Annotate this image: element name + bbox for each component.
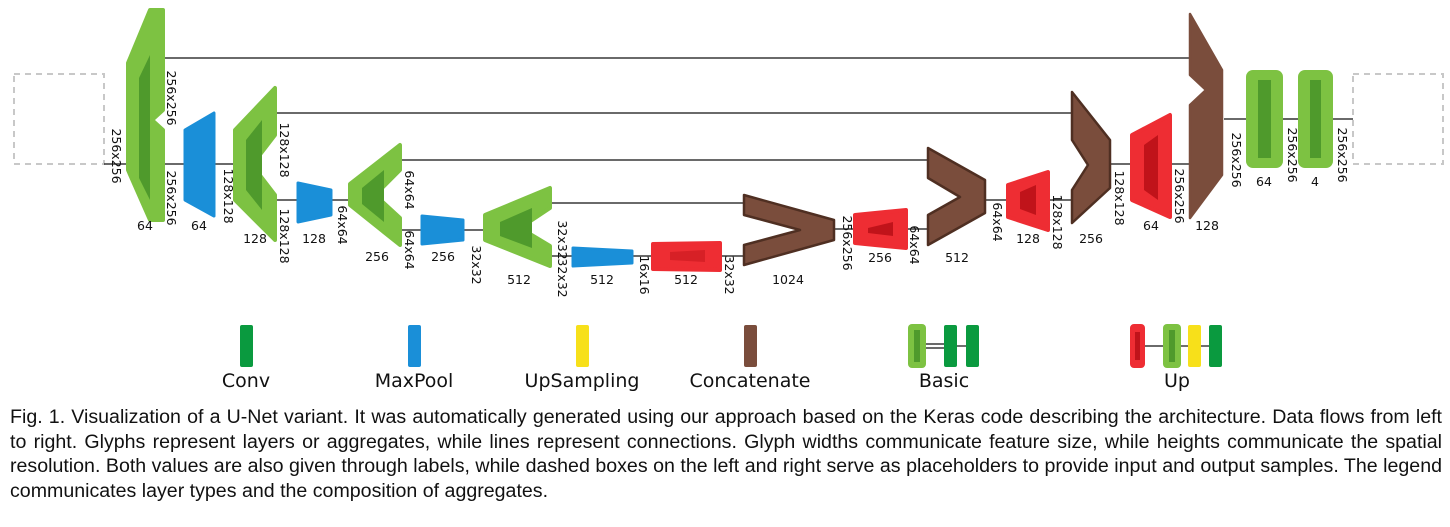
maxpool-2 [296,181,333,224]
feature-label: 512 [507,272,531,287]
legend-conv-swatch [240,325,253,367]
feature-label: 128 [243,231,267,246]
maxpool-4 [571,246,634,268]
feature-label: 512 [590,272,614,287]
resolution-label: 256x256 [164,170,179,225]
feature-label: 256 [431,249,455,264]
resolution-label: 256x256 [1229,132,1244,187]
feature-label: 512 [674,272,698,287]
resolution-label: 32x32 [555,258,570,297]
legend-upsampling: UpSampling [525,325,640,392]
feature-label: 64 [191,218,207,233]
feature-label: 64 [1256,174,1272,189]
legend-up-glyph [1130,324,1222,368]
input-sample-placeholder [13,73,105,165]
legend: Conv MaxPool UpSampling Concatenate Ba [222,324,1222,392]
legend-upsampling-label: UpSampling [525,370,640,392]
basic-block-3 [348,143,402,247]
up-block-1 [651,241,722,272]
legend-basic-label: Basic [919,370,969,392]
resolution-label: 256x256 [109,128,124,183]
feature-label: 256 [1079,231,1103,246]
basic-block-6 [1298,70,1333,168]
maxpool-3 [420,214,465,246]
resolution-label: 64x64 [335,205,350,244]
resolution-label: 64x64 [990,202,1005,241]
feature-label: 1024 [772,272,804,287]
legend-up: Up [1130,324,1222,392]
resolution-label: 16x16 [637,255,652,294]
feature-label: 128 [302,231,326,246]
legend-upsampling-swatch [576,325,589,367]
resolution-label: 128x128 [1112,170,1127,225]
up-block-4 [1130,113,1172,219]
up-block-2 [853,208,908,250]
resolution-label: 128x128 [277,122,292,177]
resolution-label: 32x32 [469,245,484,284]
feature-label: 64 [1143,218,1159,233]
concatenate-1 [742,193,836,267]
legend-up-label: Up [1164,370,1190,392]
basic-block-4 [483,186,552,268]
resolution-label: 256x256 [1285,127,1300,182]
feature-label: 256 [868,250,892,265]
unet-diagram: 256x256 256x256 256x256 128x128 128x128 128x1… [13,8,1444,392]
resolution-label: 256x256 [164,70,179,125]
resolution-label: 64x64 [402,230,417,269]
legend-concatenate-swatch [744,325,757,367]
resolution-label: 64x64 [907,225,922,264]
concatenate-4 [1188,12,1224,220]
legend-maxpool-label: MaxPool [375,370,454,392]
concatenate-2 [926,146,987,247]
maxpool-1 [183,111,216,218]
legend-conv: Conv [222,325,270,392]
resolution-label: 32x32 [722,255,737,294]
legend-concatenate-label: Concatenate [690,370,811,392]
feature-label: 128 [1016,231,1040,246]
feature-label: 4 [1311,174,1319,189]
resolution-label: 256x256 [840,215,855,270]
output-sample-placeholder [1352,73,1444,165]
basic-block-2 [233,86,277,242]
resolution-label: 256x256 [1335,127,1350,182]
feature-label: 512 [945,250,969,265]
legend-concatenate: Concatenate [690,325,811,392]
legend-maxpool-swatch [408,325,421,367]
legend-basic-glyph [908,324,979,368]
feature-label: 64 [137,218,153,233]
feature-label: 256 [365,249,389,264]
connections [104,57,1353,257]
resolution-label: 128x128 [1050,194,1065,249]
resolution-label: 256x256 [1172,168,1187,223]
legend-basic: Basic [908,324,979,392]
legend-conv-label: Conv [222,370,270,392]
up-block-3 [1006,170,1050,232]
feature-label: 128 [1195,218,1219,233]
concatenate-3 [1070,90,1112,225]
resolution-label: 32x32 [555,220,570,259]
resolution-label: 64x64 [402,170,417,209]
basic-block-5 [1246,70,1283,168]
figure-caption: Fig. 1. Visualization of a U-Net variant… [10,406,1442,502]
resolution-label: 128x128 [221,168,236,223]
legend-maxpool: MaxPool [375,325,454,392]
resolution-label: 128x128 [277,208,292,263]
basic-block-1 [126,8,165,222]
